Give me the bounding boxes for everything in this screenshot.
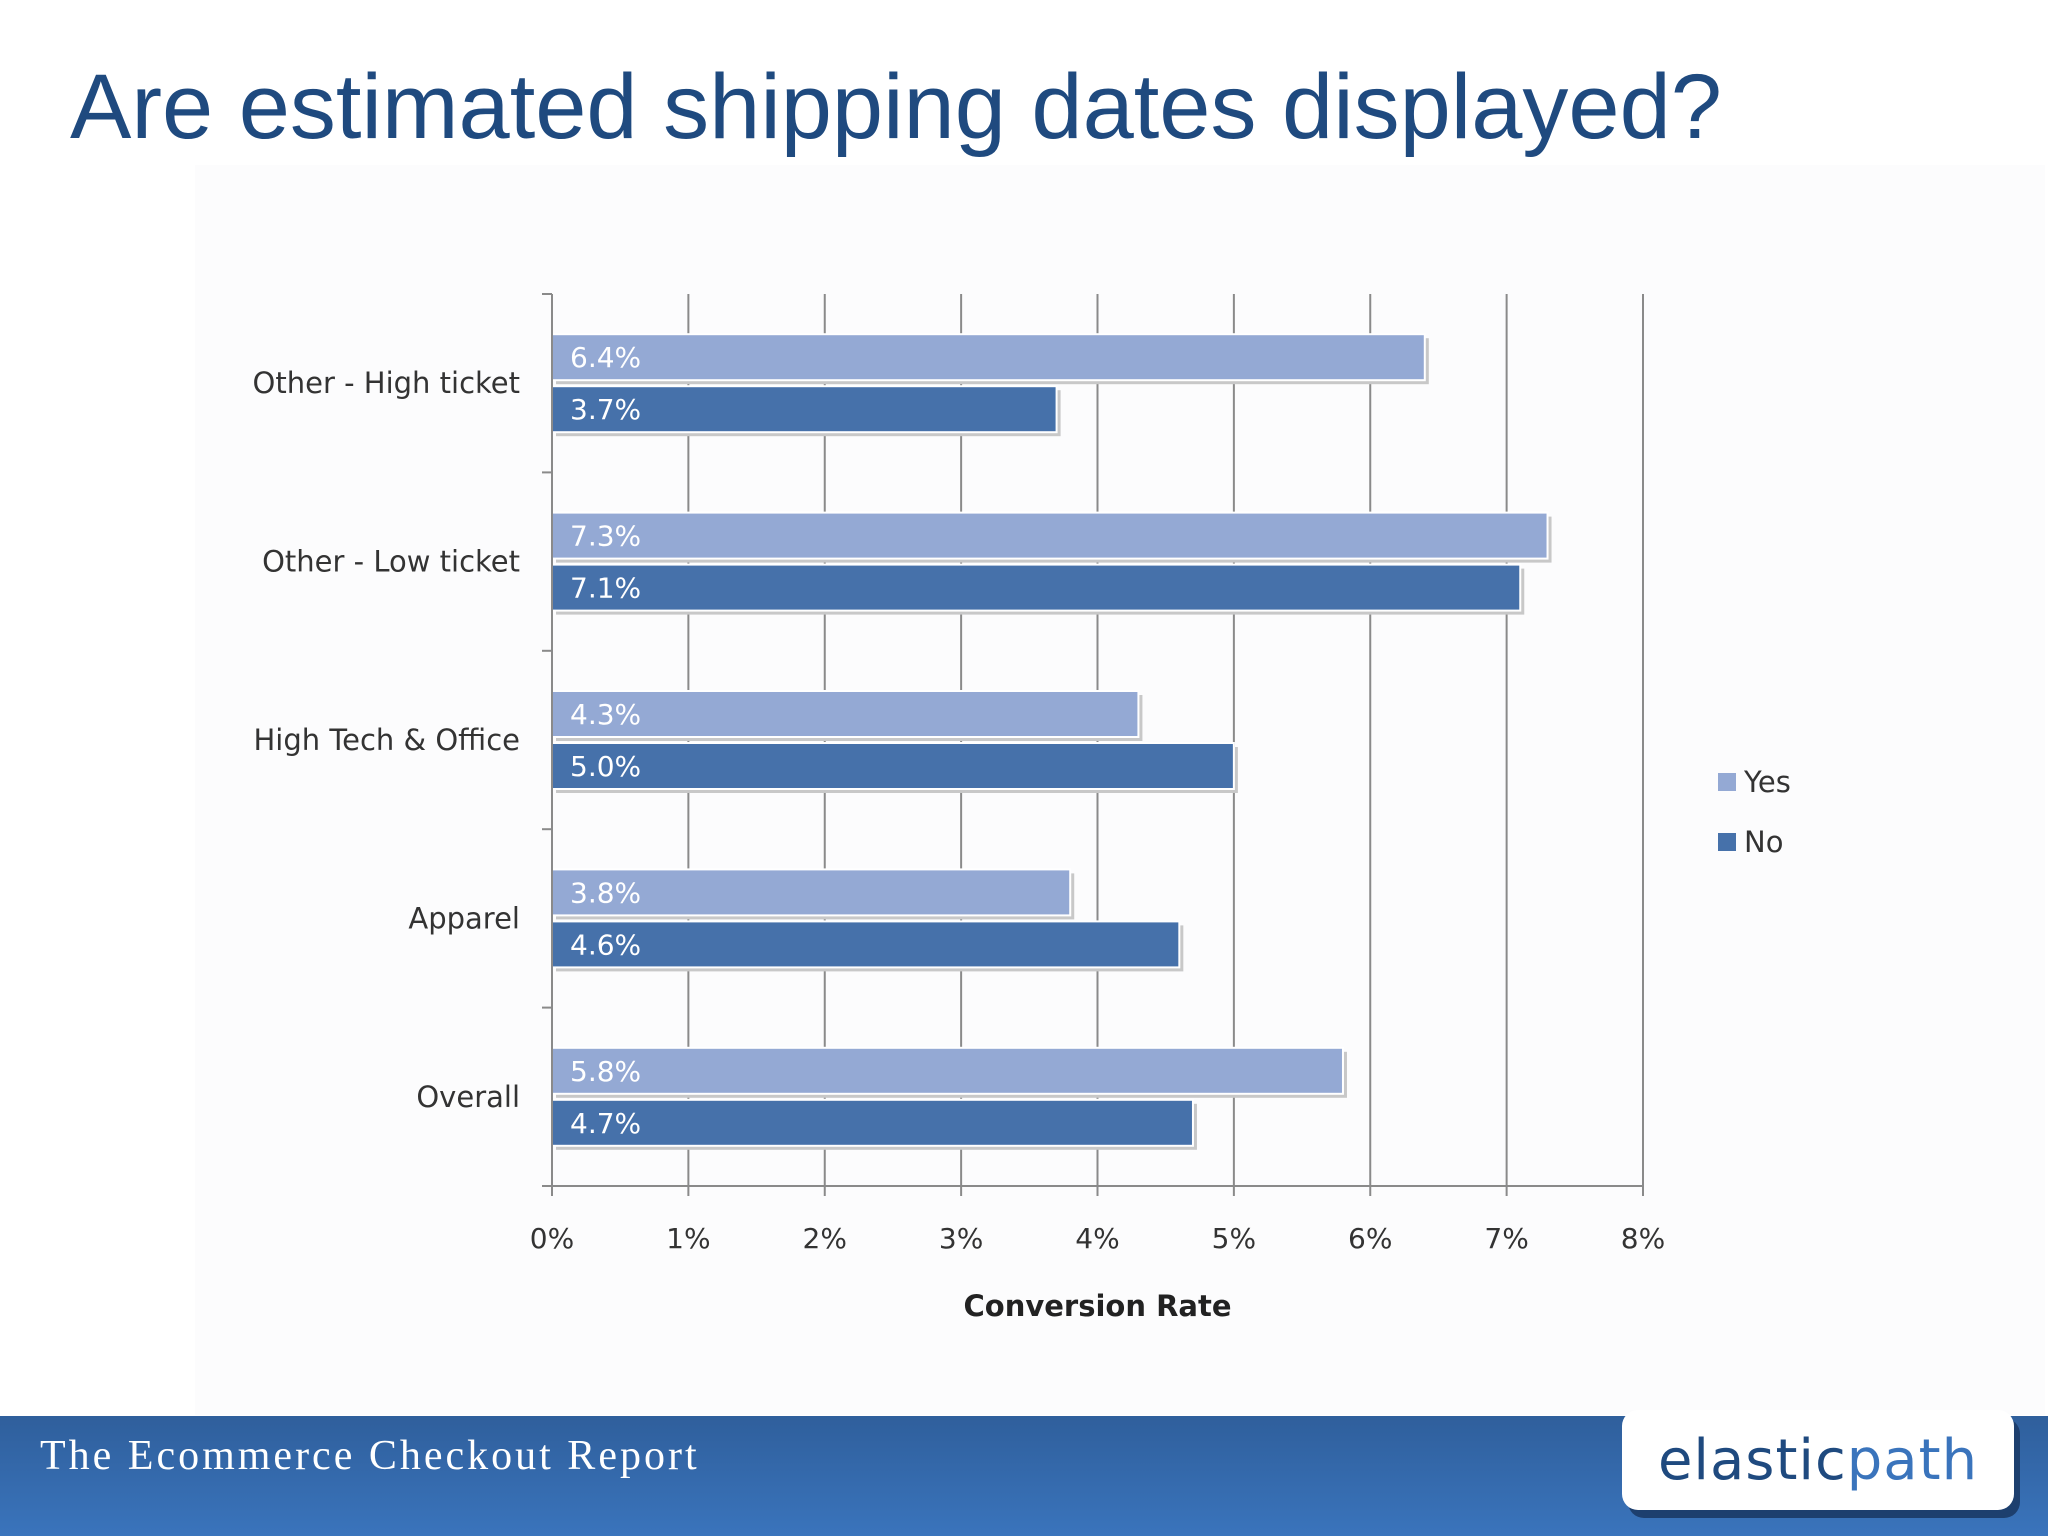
- data-label: 7.1%: [570, 572, 641, 605]
- bar-yes: [551, 333, 1426, 382]
- slide-title: Are estimated shipping dates displayed?: [70, 56, 1722, 158]
- legend-label-yes: Yes: [1743, 765, 1791, 799]
- bar-layer: 6.4% 3.7% 7.3% 7.1% 4.3% 5.0% 3.8% 4.6% 5.8% 4.7%: [551, 333, 1552, 1150]
- x-tick-label: 4%: [1075, 1222, 1119, 1255]
- legend-swatch-yes: [1718, 773, 1736, 791]
- category-label: High Tech & Office: [253, 723, 520, 757]
- category-label: Other - High ticket: [253, 366, 520, 400]
- data-label: 7.3%: [570, 520, 641, 553]
- data-label: 5.8%: [570, 1055, 641, 1088]
- data-label: 5.0%: [570, 750, 641, 783]
- bar-yes: [551, 511, 1549, 560]
- x-tick-label: 2%: [803, 1222, 847, 1255]
- data-label: 4.7%: [570, 1107, 641, 1140]
- data-label: 3.8%: [570, 876, 641, 909]
- legend: Yes No: [1718, 765, 1791, 859]
- data-label: 6.4%: [570, 341, 641, 374]
- legend-label-no: No: [1744, 825, 1783, 859]
- data-label: 3.7%: [570, 393, 641, 426]
- x-tick-label: 6%: [1348, 1222, 1392, 1255]
- axis-layer: 0% 1% 2% 3% 4% 5% 6% 7% 8% Conversion Rate Other -…: [253, 293, 1665, 1323]
- x-tick-label: 3%: [939, 1222, 983, 1255]
- x-tick-label: 1%: [666, 1222, 710, 1255]
- logo-wordmark: elastic path: [1622, 1410, 2014, 1510]
- elasticpath-logo: elastic path: [1622, 1410, 2014, 1510]
- category-label: Overall: [416, 1080, 520, 1114]
- footer-title: The Ecommerce Checkout Report: [40, 1433, 700, 1479]
- data-label: 4.6%: [570, 928, 641, 961]
- bar-no: [551, 1098, 1194, 1147]
- x-tick-label: 5%: [1212, 1222, 1256, 1255]
- bar-no: [551, 563, 1522, 612]
- category-label: Apparel: [408, 901, 520, 935]
- x-axis-title: Conversion Rate: [963, 1289, 1231, 1323]
- data-label: 4.3%: [570, 698, 641, 731]
- x-tick-label: 0%: [530, 1222, 574, 1255]
- bar-yes: [551, 1046, 1344, 1095]
- x-tick-label: 8%: [1621, 1222, 1665, 1255]
- bar-chart: 6.4% 3.7% 7.3% 7.1% 4.3% 5.0% 3.8% 4.6% 5.8% 4.7%…: [253, 293, 1791, 1323]
- x-tick-label: 7%: [1484, 1222, 1528, 1255]
- legend-swatch-no: [1718, 833, 1736, 851]
- category-label: Other - Low ticket: [262, 545, 520, 579]
- bar-no: [551, 920, 1181, 969]
- bar-no: [551, 742, 1235, 790]
- logo-word-path: path: [1846, 1427, 1979, 1493]
- logo-word-elastic: elastic: [1657, 1427, 1847, 1493]
